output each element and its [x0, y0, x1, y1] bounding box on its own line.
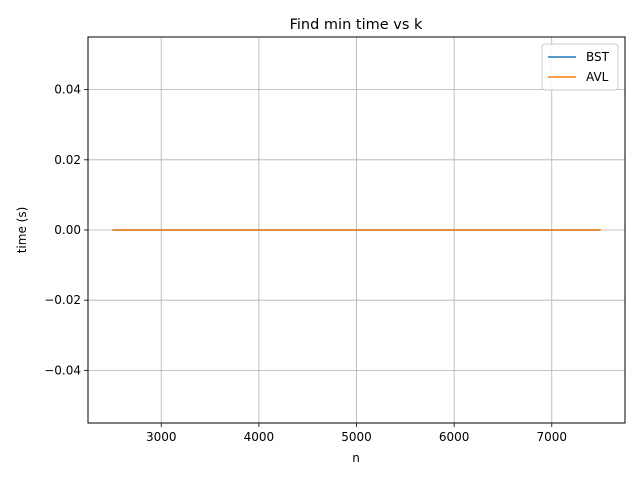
y-tick-label: 0.02 — [54, 153, 81, 167]
x-tick-label: 4000 — [244, 430, 275, 444]
y-axis-label: time (s) — [15, 207, 29, 254]
axis-ticks: 3000 4000 5000 6000 7000 −0.04 −0.02 0.00 0.02 0.… — [44, 83, 567, 444]
legend-box — [541, 43, 619, 91]
x-tick-label: 3000 — [146, 430, 177, 444]
chart-title: Find min time vs k — [290, 17, 423, 33]
y-tick-label: −0.02 — [44, 293, 81, 307]
x-axis-label: n — [352, 451, 360, 465]
x-tick-label: 7000 — [536, 430, 567, 444]
legend-label-avl: AVL — [586, 70, 609, 84]
y-tick-label: −0.04 — [44, 363, 81, 377]
x-tick-label: 6000 — [439, 430, 470, 444]
y-tick-label: 0.04 — [54, 83, 81, 97]
y-tick-label: 0.00 — [54, 223, 81, 237]
x-tick-label: 5000 — [341, 430, 372, 444]
legend: BST AVL — [541, 43, 619, 91]
legend-label-bst: BST — [586, 50, 610, 64]
